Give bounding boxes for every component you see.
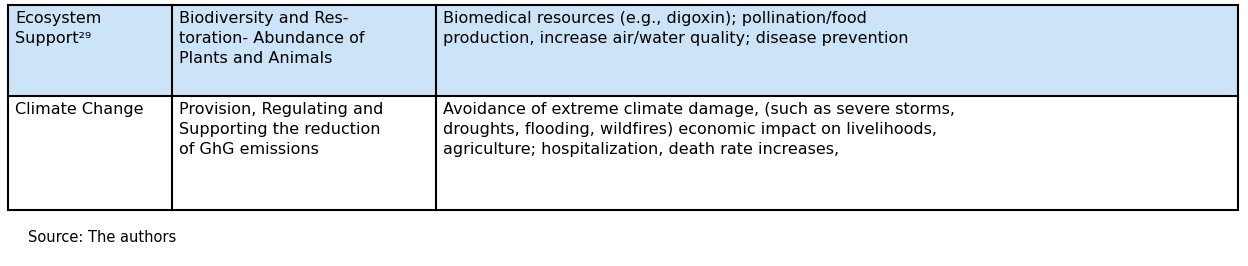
Text: Avoidance of extreme climate damage, (such as severe storms,
droughts, flooding,: Avoidance of extreme climate damage, (su… (443, 102, 955, 157)
Bar (171, 96, 436, 210)
Text: Provision, Regulating and
Supporting the reduction
of GhG emissions: Provision, Regulating and Supporting the… (178, 102, 383, 157)
Bar (7, 96, 171, 210)
Text: Climate Change: Climate Change (15, 102, 144, 117)
Text: Biomedical resources (e.g., digoxin); pollination/food
production, increase air/: Biomedical resources (e.g., digoxin); po… (443, 11, 909, 46)
Bar (436, 96, 1238, 210)
Text: Source: The authors: Source: The authors (27, 230, 176, 245)
Text: Ecosystem
Support²⁹: Ecosystem Support²⁹ (15, 11, 101, 46)
Bar (436, 5, 1238, 96)
Text: Biodiversity and Res-
toration- Abundance of
Plants and Animals: Biodiversity and Res- toration- Abundanc… (178, 11, 364, 66)
Bar (171, 5, 436, 96)
Bar (7, 5, 1238, 210)
Bar (7, 5, 171, 96)
